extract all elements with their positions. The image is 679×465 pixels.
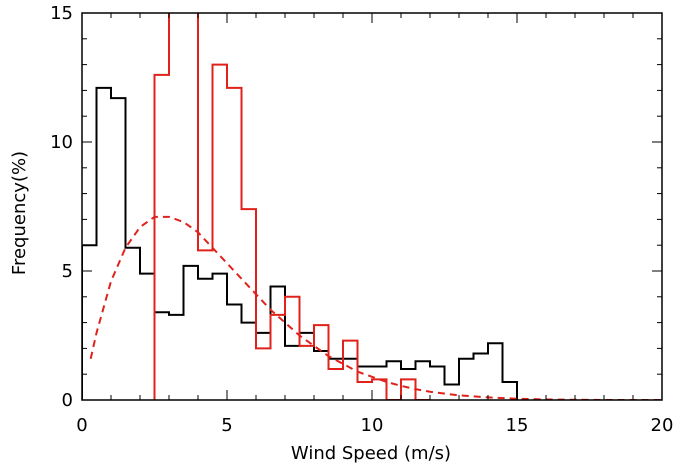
plot-area: 0 5 10 15 20 0 5 10 15 bbox=[50, 3, 674, 436]
x-tick-label: 20 bbox=[651, 415, 674, 436]
x-tick-label: 10 bbox=[361, 415, 384, 436]
y-tick-label: 10 bbox=[50, 132, 73, 153]
y-axis-label: Frequency(%) bbox=[9, 151, 30, 275]
series-0-step-line bbox=[82, 86, 518, 400]
x-tick-label: 0 bbox=[76, 415, 87, 436]
x-tick-label: 5 bbox=[221, 415, 232, 436]
y-tick-label: 0 bbox=[62, 390, 73, 411]
series-group bbox=[82, 13, 662, 400]
series-1-step-line bbox=[153, 13, 430, 400]
x-tick-label: 15 bbox=[506, 415, 529, 436]
y-tick-label: 15 bbox=[50, 3, 73, 24]
series-2-dashed-line bbox=[89, 215, 662, 400]
x-axis-label: Wind Speed (m/s) bbox=[291, 443, 451, 464]
y-tick-label: 5 bbox=[62, 261, 73, 282]
